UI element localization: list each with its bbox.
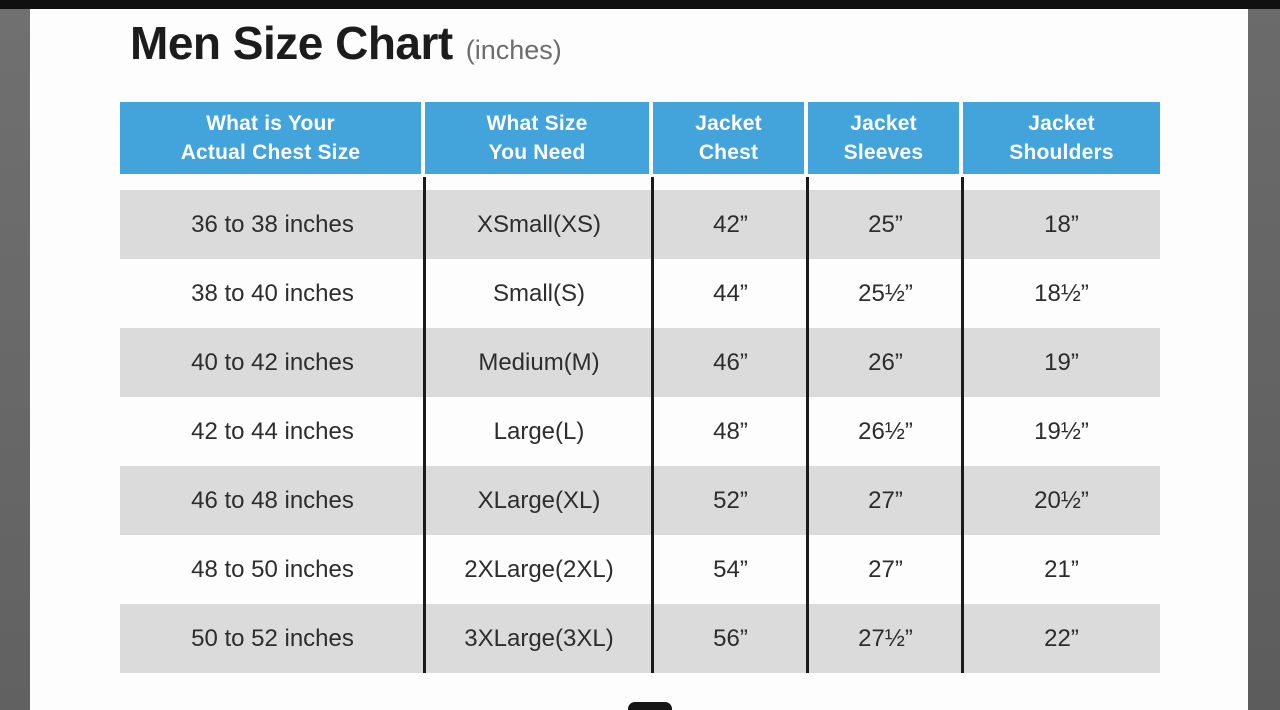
header-line: What is Your <box>206 112 335 135</box>
cell-jacket-sleeves: 27½” <box>858 624 913 652</box>
cell-chest-range: 48 to 50 inches <box>191 555 354 583</box>
bottom-cutoff-shape <box>628 702 672 710</box>
right-viewer-edge <box>1248 9 1280 710</box>
header-actual-chest-size: What is Your Actual Chest Size <box>120 102 425 174</box>
cell-jacket-chest: 56” <box>713 624 748 652</box>
size-chart-table: What is Your Actual Chest Size What Size… <box>120 102 1160 673</box>
left-viewer-edge <box>0 9 30 710</box>
cell-jacket-sleeves: 27” <box>868 486 903 514</box>
header-jacket-shoulders: Jacket Shoulders <box>963 102 1160 174</box>
table-row: 42 to 44 inches Large(L) 48” 26½” 19½” <box>120 397 1160 466</box>
cell-jacket-chest: 52” <box>713 486 748 514</box>
header-line: Sleeves <box>843 141 924 164</box>
top-letterbox-bar <box>0 0 1280 9</box>
header-line: Jacket <box>1028 112 1095 135</box>
cell-jacket-chest: 46” <box>713 348 748 376</box>
table-row: 38 to 40 inches Small(S) 44” 25½” 18½” <box>120 259 1160 328</box>
header-size-you-need: What Size You Need <box>425 102 653 174</box>
cell-jacket-chest: 48” <box>713 417 748 445</box>
cell-chest-range: 40 to 42 inches <box>191 348 354 376</box>
cell-jacket-chest: 54” <box>713 555 748 583</box>
cell-size-name: 3XLarge(3XL) <box>464 624 614 652</box>
cell-size-name: XLarge(XL) <box>477 486 601 514</box>
cell-size-name: XSmall(XS) <box>476 210 602 238</box>
page-title-text: Men Size Chart <box>130 17 453 69</box>
column-divider-line <box>806 177 809 673</box>
cell-chest-range: 46 to 48 inches <box>191 486 354 514</box>
header-line: Jacket <box>850 112 917 135</box>
header-line: You Need <box>488 141 586 164</box>
table-row: 40 to 42 inches Medium(M) 46” 26” 19” <box>120 328 1160 397</box>
header-line: Shoulders <box>1009 141 1114 164</box>
cell-chest-range: 50 to 52 inches <box>191 624 354 652</box>
header-jacket-chest: Jacket Chest <box>653 102 808 174</box>
header-line: Chest <box>698 141 759 164</box>
cell-size-name: Small(S) <box>492 279 585 307</box>
cell-jacket-shoulders: 20½” <box>1034 486 1089 514</box>
cell-size-name: Large(L) <box>493 417 585 445</box>
cell-jacket-chest: 44” <box>713 279 748 307</box>
column-divider-line <box>423 177 426 673</box>
cell-jacket-sleeves: 26½” <box>858 417 913 445</box>
table-row: 46 to 48 inches XLarge(XL) 52” 27” 20½” <box>120 466 1160 535</box>
cell-jacket-sleeves: 25” <box>868 210 903 238</box>
cell-size-name: Medium(M) <box>478 348 600 376</box>
cell-chest-range: 42 to 44 inches <box>191 417 354 445</box>
table-header-row: What is Your Actual Chest Size What Size… <box>120 102 1160 174</box>
header-body-gap <box>120 174 1160 190</box>
table-row: 36 to 38 inches XSmall(XS) 42” 25” 18” <box>120 190 1160 259</box>
cell-jacket-chest: 42” <box>713 210 748 238</box>
cell-jacket-sleeves: 25½” <box>858 279 913 307</box>
cell-jacket-shoulders: 22” <box>1044 624 1079 652</box>
cell-jacket-shoulders: 19” <box>1044 348 1079 376</box>
table-row: 48 to 50 inches 2XLarge(2XL) 54” 27” 21” <box>120 535 1160 604</box>
cell-chest-range: 36 to 38 inches <box>191 210 354 238</box>
cell-jacket-sleeves: 27” <box>868 555 903 583</box>
table-row: 50 to 52 inches 3XLarge(3XL) 56” 27½” 22… <box>120 604 1160 673</box>
cell-jacket-sleeves: 26” <box>868 348 903 376</box>
header-line: Jacket <box>695 112 762 135</box>
column-divider-line <box>651 177 654 673</box>
header-line: Actual Chest Size <box>180 141 361 164</box>
cell-size-name: 2XLarge(2XL) <box>464 555 614 583</box>
cell-jacket-shoulders: 19½” <box>1034 417 1089 445</box>
cell-chest-range: 38 to 40 inches <box>191 279 354 307</box>
page-title: Men Size Chart (inches) <box>130 16 562 70</box>
header-line: What Size <box>486 112 588 135</box>
cell-jacket-shoulders: 21” <box>1044 555 1079 583</box>
cell-jacket-shoulders: 18½” <box>1034 279 1089 307</box>
cell-jacket-shoulders: 18” <box>1044 210 1079 238</box>
page-title-unit-suffix: (inches) <box>465 35 562 65</box>
header-jacket-sleeves: Jacket Sleeves <box>808 102 963 174</box>
column-divider-line <box>961 177 964 673</box>
table-body: 36 to 38 inches XSmall(XS) 42” 25” 18” 3… <box>120 177 1160 673</box>
